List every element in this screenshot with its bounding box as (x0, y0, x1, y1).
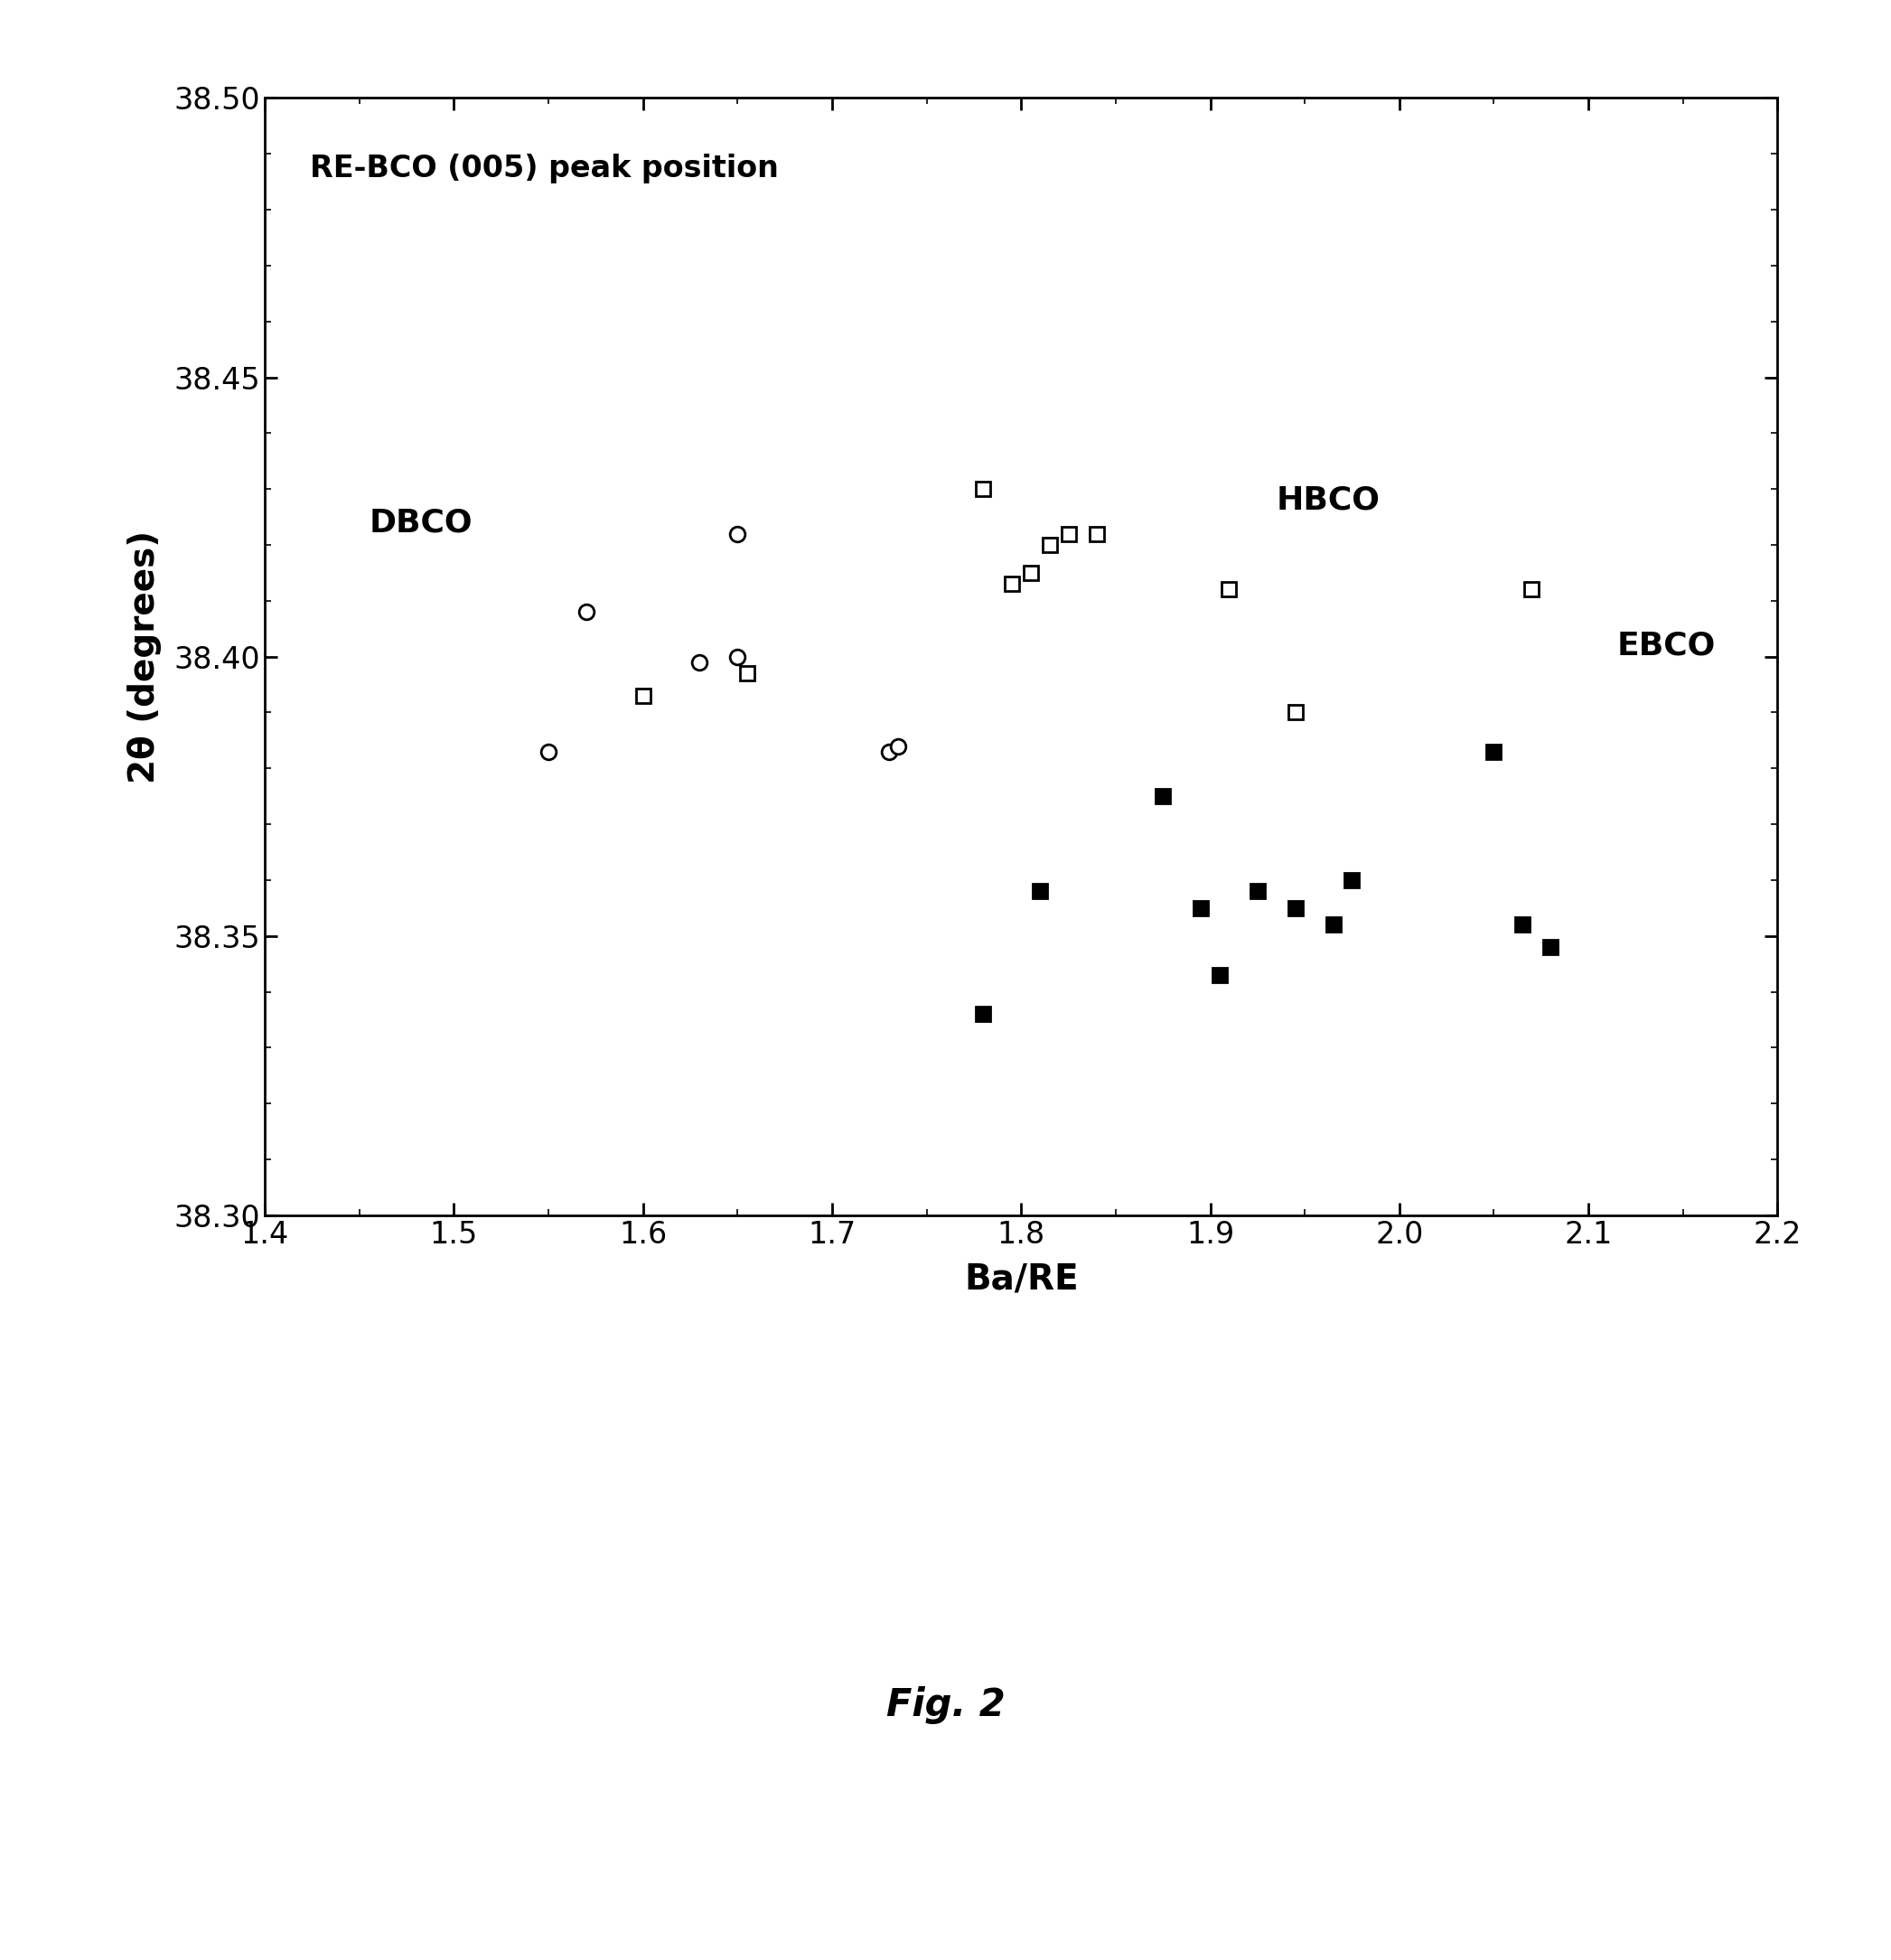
Text: RE-BCO (005) peak position: RE-BCO (005) peak position (310, 155, 779, 184)
Text: HBCO: HBCO (1276, 484, 1380, 515)
Text: Fig. 2: Fig. 2 (887, 1686, 1004, 1725)
Text: EBCO: EBCO (1617, 629, 1715, 661)
Y-axis label: 2θ (degrees): 2θ (degrees) (127, 529, 161, 784)
Text: DBCO: DBCO (369, 508, 473, 537)
X-axis label: Ba/RE: Ba/RE (964, 1262, 1078, 1296)
